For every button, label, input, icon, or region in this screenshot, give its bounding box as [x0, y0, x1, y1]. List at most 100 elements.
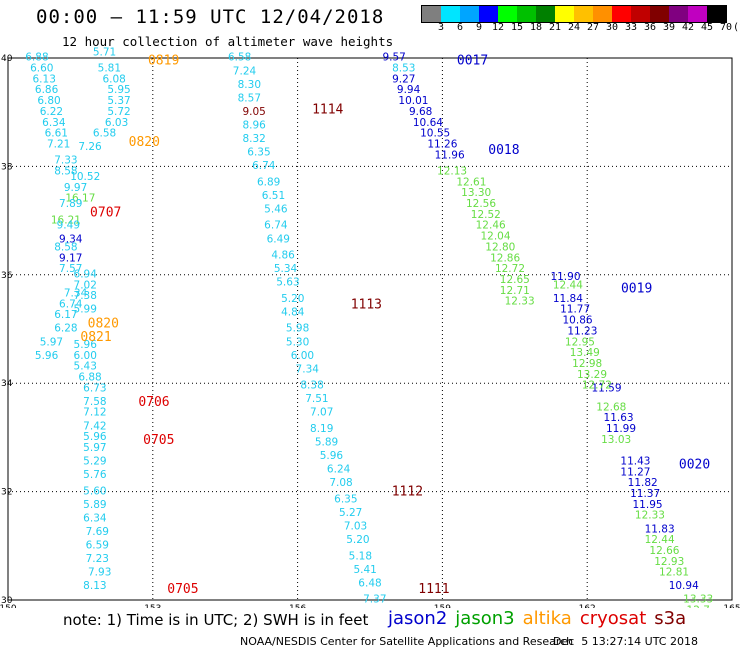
data-point-altika: 6.03	[105, 117, 128, 129]
data-point-jason3: 12.68	[596, 401, 626, 413]
data-point-altika: 6.48	[358, 577, 381, 589]
data-point-jason3: 12.33	[505, 296, 535, 308]
data-point-jason3: 13.33	[683, 594, 713, 606]
data-point-altika: 6.86	[35, 84, 59, 96]
color-scale-unit: (ft)	[732, 22, 740, 33]
data-point-jason3: 12.66	[649, 545, 679, 557]
x-tick-label: 159	[434, 604, 451, 608]
data-point-jason3: 12.86	[490, 252, 520, 264]
pass-time-label: 1114	[312, 102, 343, 117]
color-scale-tick: 15	[510, 22, 524, 33]
data-point-jason3: 12.80	[485, 241, 515, 253]
color-scale-bar	[421, 5, 727, 23]
legend-jason2: jason2	[388, 608, 448, 629]
data-point-altika: 7.24	[233, 65, 257, 77]
y-tick-label: 40	[1, 54, 13, 64]
data-point-altika: 6.49	[267, 233, 290, 245]
data-point-jason3: 12.65	[500, 274, 530, 286]
wave-height-chart: 1501531561591621653032343638409.579.279.…	[0, 46, 740, 608]
legend-s3a: s3a	[654, 608, 687, 629]
chart-title: 00:00 – 11:59 UTC 12/04/2018	[36, 6, 385, 28]
data-point-altika: 6.58	[228, 52, 251, 64]
data-point-altika: 5.27	[339, 507, 362, 519]
data-point-altika: 6.74	[264, 220, 288, 232]
color-scale-tick: 70	[719, 22, 733, 33]
data-point-altika: 5.96	[83, 431, 107, 443]
legend-altika: altika	[522, 608, 572, 629]
data-point-altika: 7.89	[59, 198, 82, 210]
data-point-jason3: 12.44	[553, 279, 583, 291]
pass-time-label: 1113	[351, 298, 382, 313]
data-point-altika: 6.74	[59, 298, 83, 310]
data-point-jason3: 12.81	[659, 567, 689, 579]
data-point-jason3: 12.33	[635, 510, 665, 522]
pass-time-label: 0018	[488, 143, 519, 158]
data-point-jason3: 12.72	[582, 380, 612, 392]
data-point-jason2: 9.27	[392, 73, 415, 85]
color-swatch-10	[612, 6, 631, 22]
data-point-altika: 8.58	[54, 166, 77, 178]
color-scale-tick: 18	[529, 22, 543, 33]
data-point-altika: 6.34	[83, 512, 107, 524]
color-swatch-6	[536, 6, 555, 22]
data-point-altika: 5.97	[40, 336, 63, 348]
data-point-jason3: 16.17	[65, 193, 95, 205]
data-point-jason2: 10.86	[563, 315, 593, 327]
pass-time-label: 0706	[138, 395, 169, 410]
color-swatch-14	[688, 6, 707, 22]
color-scale-tick: 36	[643, 22, 657, 33]
data-point-altika: 7.57	[59, 263, 82, 275]
data-point-altika: 6.73	[83, 382, 106, 394]
data-point-altika: 8.32	[242, 133, 265, 145]
data-point-altika: 10.52	[70, 171, 100, 183]
data-point-altika: 7.12	[83, 407, 106, 419]
data-point-altika: 8.57	[238, 92, 261, 104]
data-point-altika: 6.89	[257, 176, 280, 188]
pass-time-label: 0705	[167, 582, 198, 597]
data-point-jason3: 12.13	[437, 166, 467, 178]
data-point-jason3: 13.30	[461, 187, 491, 199]
data-point-altika: 4.86	[271, 250, 295, 262]
data-point-jason2: 11.96	[435, 149, 465, 161]
color-scale-tick: 3	[437, 22, 445, 33]
color-scale-tick: 45	[700, 22, 714, 33]
data-point-altika: 6.74	[252, 160, 276, 172]
color-scale-tick: 39	[662, 22, 676, 33]
data-point-altika: 6.17	[54, 309, 77, 321]
data-point-altika: 7.21	[47, 138, 70, 150]
data-point-altika: 5.71	[93, 46, 116, 58]
data-point-altika: 5.72	[107, 106, 130, 118]
data-point-altika: 7.58	[83, 396, 106, 408]
data-point-altika: 5.76	[83, 469, 107, 481]
generation-timestamp: Dec 5 13:27:14 UTC 2018	[553, 635, 698, 648]
color-scale-tick: 27	[586, 22, 600, 33]
pass-time-label: 0017	[457, 54, 488, 69]
footer-note: note: 1) Time is in UTC; 2) SWH is in fe…	[63, 611, 369, 629]
data-point-jason2: 11.59	[591, 382, 621, 394]
data-point-altika: 7.93	[88, 567, 111, 579]
y-tick-label: 30	[1, 596, 13, 606]
data-point-altika: 7.33	[54, 155, 77, 167]
data-point-altika: 7.34	[296, 363, 320, 375]
y-tick-label: 34	[1, 379, 13, 389]
data-point-jason3: 12.56	[466, 198, 496, 210]
data-point-altika: 6.24	[327, 464, 351, 476]
data-point-altika: 6.88	[78, 371, 101, 383]
data-point-altika: 6.00	[291, 350, 314, 362]
data-point-altika: 5.96	[74, 339, 98, 351]
pass-time-label: 0820	[129, 135, 160, 150]
data-point-altika: 6.13	[33, 73, 56, 85]
satellite-legend: jason2 jason3 altika cryosat s3a	[388, 608, 694, 629]
data-point-altika: 6.88	[25, 52, 48, 64]
data-point-jason2: 10.01	[398, 95, 428, 107]
footer: note: 1) Time is in UTC; 2) SWH is in fe…	[0, 608, 740, 650]
data-point-jason2: 9.68	[409, 106, 432, 118]
pass-time-label: 0020	[679, 458, 710, 473]
color-scale-tick: 6	[456, 22, 464, 33]
color-scale-tick: 21	[548, 22, 562, 33]
data-point-jason2: 11.37	[630, 488, 660, 500]
data-point-altika: 7.08	[329, 477, 352, 489]
color-swatch-1	[441, 6, 460, 22]
data-point-jason3: 12.61	[456, 176, 486, 188]
data-point-altika: 7.03	[344, 521, 367, 533]
